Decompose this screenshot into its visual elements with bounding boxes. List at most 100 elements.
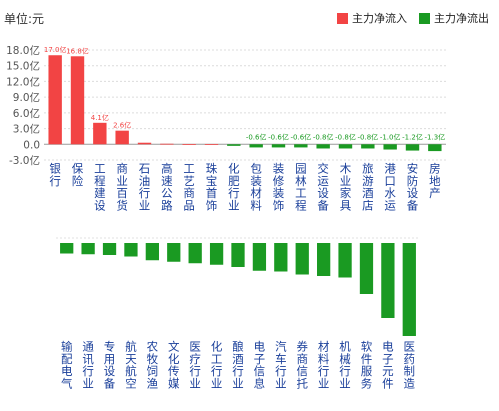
bar [60, 243, 74, 254]
top-chart-bars: 17.0亿 16.8亿4.1亿2.6亿-0.6亿 -0.6亿 -0.6亿 -0.8亿 -0… [44, 45, 445, 152]
bar [361, 144, 375, 149]
y-tick-label: -3.0亿 [9, 154, 40, 167]
category-label: 安防设备 [407, 161, 419, 212]
category-label: 石油行业 [139, 161, 151, 212]
bar [209, 243, 224, 265]
legend-swatch-outflow [419, 12, 430, 24]
category-label: 高速公路 [161, 161, 173, 212]
bar [381, 243, 395, 318]
bar [182, 144, 196, 145]
bar [227, 144, 241, 146]
top-chart-categories: 银行保险工程建设商业百货石油行业高速公路工艺商品珠宝首饰化肥行业包装材料装修装饰… [49, 161, 441, 212]
legend-label-inflow: 主力净流入 [352, 12, 407, 25]
category-label: 通讯行业 [82, 339, 94, 390]
category-label: 酿酒行业 [232, 339, 244, 390]
category-label: 化工行业 [211, 339, 223, 390]
bar [383, 144, 397, 150]
category-label: 珠宝首饰 [206, 161, 218, 212]
bar [145, 243, 159, 261]
data-label: -0.8亿 [335, 132, 356, 141]
bar [316, 144, 330, 149]
y-tick-label: 15.0亿 [6, 60, 40, 73]
data-label: 2.6亿 [113, 121, 131, 130]
unit-label: 单位:元 [4, 12, 45, 26]
category-label: 旅游酒店 [362, 161, 374, 212]
bar [81, 243, 95, 255]
bar [249, 144, 263, 148]
bar [93, 122, 107, 145]
bar [317, 243, 331, 276]
category-label: 医药制造 [404, 339, 416, 390]
bar [338, 144, 353, 149]
category-label: 航天航空 [125, 339, 137, 390]
category-label: 房地产 [429, 161, 441, 200]
y-tick-label: 3.0亿 [13, 123, 40, 136]
bar [405, 144, 420, 151]
data-label: -0.6亿 [290, 132, 311, 141]
bar [295, 243, 309, 275]
category-label: 交运设备 [317, 161, 329, 212]
category-label: 工程建设 [94, 161, 106, 212]
legend-item-outflow[interactable]: 主力净流出 [419, 10, 489, 26]
category-label: 券商信托 [296, 339, 308, 390]
y-tick-label: 0.0 [23, 139, 40, 151]
category-label: 木业家具 [340, 161, 352, 212]
category-label: 银行 [49, 161, 61, 187]
category-label: 机械行业 [339, 339, 351, 390]
bar [48, 55, 62, 145]
category-label: 装修装饰 [273, 161, 285, 212]
category-label: 专用设备 [104, 339, 116, 390]
category-label: 工艺商品 [183, 161, 195, 212]
bottom-chart-categories: 输配电气通讯行业专用设备航天航空农牧饲渔文化传媒医疗行业化工行业酿酒行业电子信息… [61, 339, 416, 390]
y-tick-label: 9.0亿 [13, 91, 40, 104]
data-label: 4.1亿 [91, 113, 109, 122]
bar [102, 243, 117, 255]
bar [204, 144, 219, 145]
bar [70, 56, 85, 145]
bar [115, 130, 129, 145]
category-label: 园林工程 [295, 161, 307, 212]
data-label: -1.3亿 [424, 132, 445, 141]
bar [338, 243, 352, 278]
data-label: 16.8亿 [66, 46, 89, 55]
bar [124, 243, 138, 257]
data-label: -0.8亿 [357, 132, 378, 141]
bar [167, 243, 181, 262]
y-tick-label: 6.0亿 [13, 107, 40, 120]
category-label: 汽车行业 [275, 339, 287, 390]
bar [160, 143, 174, 145]
bar [252, 243, 267, 271]
category-label: 电子元件 [382, 339, 394, 390]
data-label: -0.6亿 [268, 132, 289, 141]
data-label: 17.0亿 [44, 45, 67, 54]
category-label: 港口水运 [384, 161, 396, 212]
bottom-chart-bars [56, 237, 420, 336]
legend-item-inflow[interactable]: 主力净流入 [337, 10, 407, 26]
category-label: 材料行业 [318, 339, 330, 390]
category-label: 电子信息 [254, 339, 266, 390]
category-label: 软件服务 [361, 339, 373, 390]
bar [231, 243, 245, 267]
category-label: 化肥行业 [228, 161, 240, 212]
bar [271, 144, 286, 148]
chart-legend: 主力净流入 主力净流出 [337, 10, 489, 26]
top-chart-y-axis: 18.0亿 15.0亿 12.0亿 9.0亿 6.0亿 3.0亿 0.0 -3.0亿 [6, 44, 40, 167]
bar [402, 243, 416, 336]
y-tick-label: 12.0亿 [6, 75, 40, 88]
bar [359, 243, 374, 294]
data-label: -1.2亿 [402, 132, 423, 141]
top-chart-grid [44, 49, 446, 161]
category-label: 包装材料 [250, 161, 262, 212]
category-label: 医疗行业 [189, 339, 201, 390]
data-label: -1.0亿 [380, 132, 401, 141]
legend-swatch-inflow [337, 12, 348, 24]
category-label: 商业百货 [116, 161, 128, 212]
category-label: 农牧饲渔 [147, 339, 159, 390]
data-label: -0.8亿 [313, 132, 334, 141]
bar [274, 243, 288, 272]
data-label: -0.6亿 [246, 132, 267, 141]
y-tick-label: 18.0亿 [6, 44, 40, 57]
category-label: 输配电气 [61, 339, 73, 390]
category-label: 保险 [72, 161, 84, 187]
